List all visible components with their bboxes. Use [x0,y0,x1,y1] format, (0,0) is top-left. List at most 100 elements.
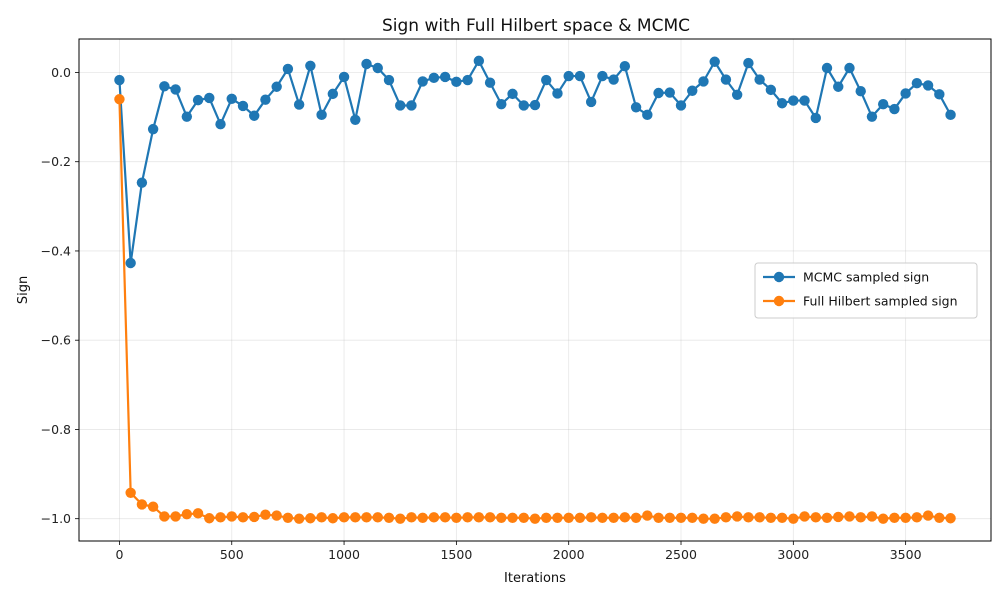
data-point [900,512,911,523]
series-mcmc [114,55,956,269]
data-point [597,70,608,82]
data-point [776,512,788,523]
data-point [552,512,563,523]
y-tick-label: 0.0 [51,65,71,80]
data-point [541,74,552,86]
data-point [159,511,170,522]
data-point [653,87,664,99]
data-point [181,509,193,520]
data-point [709,513,720,524]
data-point [922,80,934,91]
data-point [844,511,855,522]
data-point [642,510,653,521]
data-point [338,71,350,83]
y-tick-label: −0.2 [41,154,71,169]
data-point [541,512,552,523]
data-point [293,99,305,110]
data-point [473,512,485,523]
data-point [181,111,193,122]
data-point [698,76,709,87]
data-point [327,88,339,100]
data-point [743,512,754,523]
data-point [911,512,923,523]
legend-label: Full Hilbert sampled sign [803,294,958,309]
y-tick-label: −0.8 [41,422,71,437]
plot-frame [78,38,992,542]
data-point [765,512,777,523]
data-point [934,89,945,100]
data-point [518,512,529,523]
data-point [395,513,406,524]
data-point [439,512,451,523]
data-point [473,55,485,67]
data-point [507,512,518,523]
data-point [675,100,687,111]
data-point [293,513,305,524]
data-point [282,63,294,75]
data-point [788,513,799,524]
data-point [249,110,260,121]
data-point [350,114,361,125]
data-point [788,95,799,106]
data-point [900,88,911,99]
data-point [945,513,956,524]
x-tick-label: 0 [115,547,123,562]
data-point [866,111,878,122]
data-point [170,84,181,95]
legend-item: MCMC sampled sign [763,270,929,285]
data-point [664,512,675,523]
data-point [249,511,260,523]
data-point [316,512,327,523]
data-point [799,511,810,522]
data-point [327,513,339,524]
data-point [451,76,462,88]
data-point [687,512,698,523]
data-point [574,70,586,82]
data-point [114,74,125,86]
data-point [731,511,743,522]
data-point [226,511,237,522]
data-point [147,501,159,512]
data-point [810,512,821,523]
data-point [585,96,597,108]
data-point [462,74,473,86]
data-point [889,512,900,523]
data-point [821,62,833,74]
data-point [204,92,215,104]
legend-item: Full Hilbert sampled sign [763,294,958,309]
data-point [608,74,619,85]
data-point [428,72,440,84]
y-tick-label: −0.6 [41,333,71,348]
data-point [406,512,417,523]
series-layer [114,55,956,524]
x-tick-label: 1000 [328,547,360,562]
data-point [361,512,372,523]
data-point [451,512,462,523]
data-point [619,512,631,523]
data-point [731,89,743,100]
data-point [754,74,765,85]
data-point [574,512,586,523]
data-point [316,109,327,121]
data-point [170,511,181,522]
data-point [776,98,788,109]
data-point [855,512,866,523]
y-tick-label: −0.4 [41,243,71,258]
data-point [305,513,316,524]
data-point [260,94,271,105]
data-point [675,512,687,523]
data-point [799,95,810,106]
data-point [383,512,395,523]
data-point [585,512,597,523]
ticks: 0 500 1000 1500 2000 2500 3000 3500 0.0 −0.2 −0.4 −… [41,65,922,562]
x-axis-label: Iterations [504,571,566,586]
data-point [204,513,215,524]
data-point [406,100,417,111]
data-point [889,103,900,115]
x-tick-label: 2000 [553,547,585,562]
legend-box [754,262,978,319]
data-point [383,74,395,86]
data-point [507,88,518,100]
x-tick-label: 3500 [890,547,922,562]
